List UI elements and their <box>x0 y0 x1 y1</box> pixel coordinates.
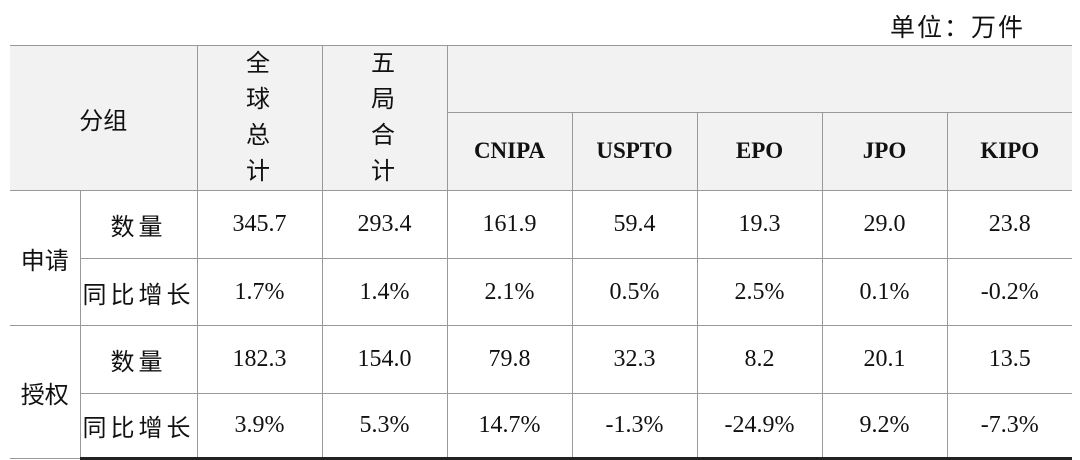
cell: 1.7% <box>196 258 323 326</box>
unit-label: 单位：万件 <box>889 15 1025 42</box>
data-row: 申请 数量 345.7 293.4 161.9 59.4 19.3 29.0 23.8 <box>10 190 1073 326</box>
cell: 23.8 <box>946 190 1073 259</box>
cell: 19.3 <box>696 190 823 259</box>
group-label: 授权 <box>10 325 81 459</box>
header-cell <box>446 45 1073 113</box>
cell: 29.0 <box>821 190 948 259</box>
header-cell: 五局合计 <box>321 45 448 191</box>
cell: 161.9 <box>446 190 573 259</box>
cell: 32.3 <box>571 325 698 394</box>
header-row: CNIPA USPTO EPO JPO KIPO <box>10 111 1073 192</box>
group-label: 申请 <box>10 190 81 326</box>
header-text: 全球总计 <box>245 51 273 185</box>
header-text: 五局合计 <box>370 51 398 185</box>
cell: 13.5 <box>946 325 1073 394</box>
cell: -7.3% <box>946 393 1073 460</box>
data-row: 同比增长 1.7% 1.4% 2.1% 0.5% 2.5% 0.1% -0.2% <box>10 258 1073 326</box>
cell: -0.2% <box>946 258 1073 326</box>
page: 单位：万件 分组 全球总计 五局合计 CNIPA USPTO EPO JPO KIPO 申请 数量… <box>10 15 1073 460</box>
row-label: 数量 <box>79 325 198 394</box>
office-header: CNIPA <box>447 111 573 192</box>
cell: 1.4% <box>321 258 448 326</box>
cell: 14.7% <box>446 393 573 460</box>
office-header: EPO <box>696 111 823 192</box>
cell: 293.4 <box>321 190 448 259</box>
row-label: 同比增长 <box>80 393 198 460</box>
cell: 59.4 <box>571 190 698 259</box>
row-label: 数量 <box>79 190 198 259</box>
cell: 3.9% <box>196 393 323 460</box>
office-header: USPTO <box>571 111 698 192</box>
cell: 5.3% <box>321 393 448 460</box>
office-header: KIPO <box>946 111 1073 192</box>
data-row: 授权 数量 182.3 154.0 79.8 32.3 8.2 20.1 13.5 <box>10 325 1073 459</box>
row-label: 同比增长 <box>80 258 198 326</box>
header-cell: 分组 <box>10 45 198 191</box>
cell: -1.3% <box>571 393 698 460</box>
header-row: 分组 全球总计 五局合计 <box>10 45 1073 191</box>
data-row: 同比增长 3.9% 5.3% 14.7% -1.3% -24.9% 9.2% -7.3% <box>10 393 1073 460</box>
office-header: JPO <box>821 111 948 192</box>
cell: 2.5% <box>696 258 823 326</box>
cell: 9.2% <box>821 393 948 460</box>
cell: 0.1% <box>821 258 948 326</box>
cell: 345.7 <box>196 190 323 259</box>
cell: 8.2 <box>696 325 823 394</box>
cell: 20.1 <box>821 325 948 394</box>
cell: 2.1% <box>446 258 573 326</box>
header-cell: 全球总计 <box>196 45 323 191</box>
cell: 182.3 <box>196 325 323 394</box>
cell: 154.0 <box>321 325 448 394</box>
cell: -24.9% <box>696 393 823 460</box>
cell: 79.8 <box>446 325 573 394</box>
data-table: 分组 全球总计 五局合计 CNIPA USPTO EPO JPO KIPO 申请 数量 345.7 2… <box>10 45 1073 460</box>
cell: 0.5% <box>571 258 698 326</box>
